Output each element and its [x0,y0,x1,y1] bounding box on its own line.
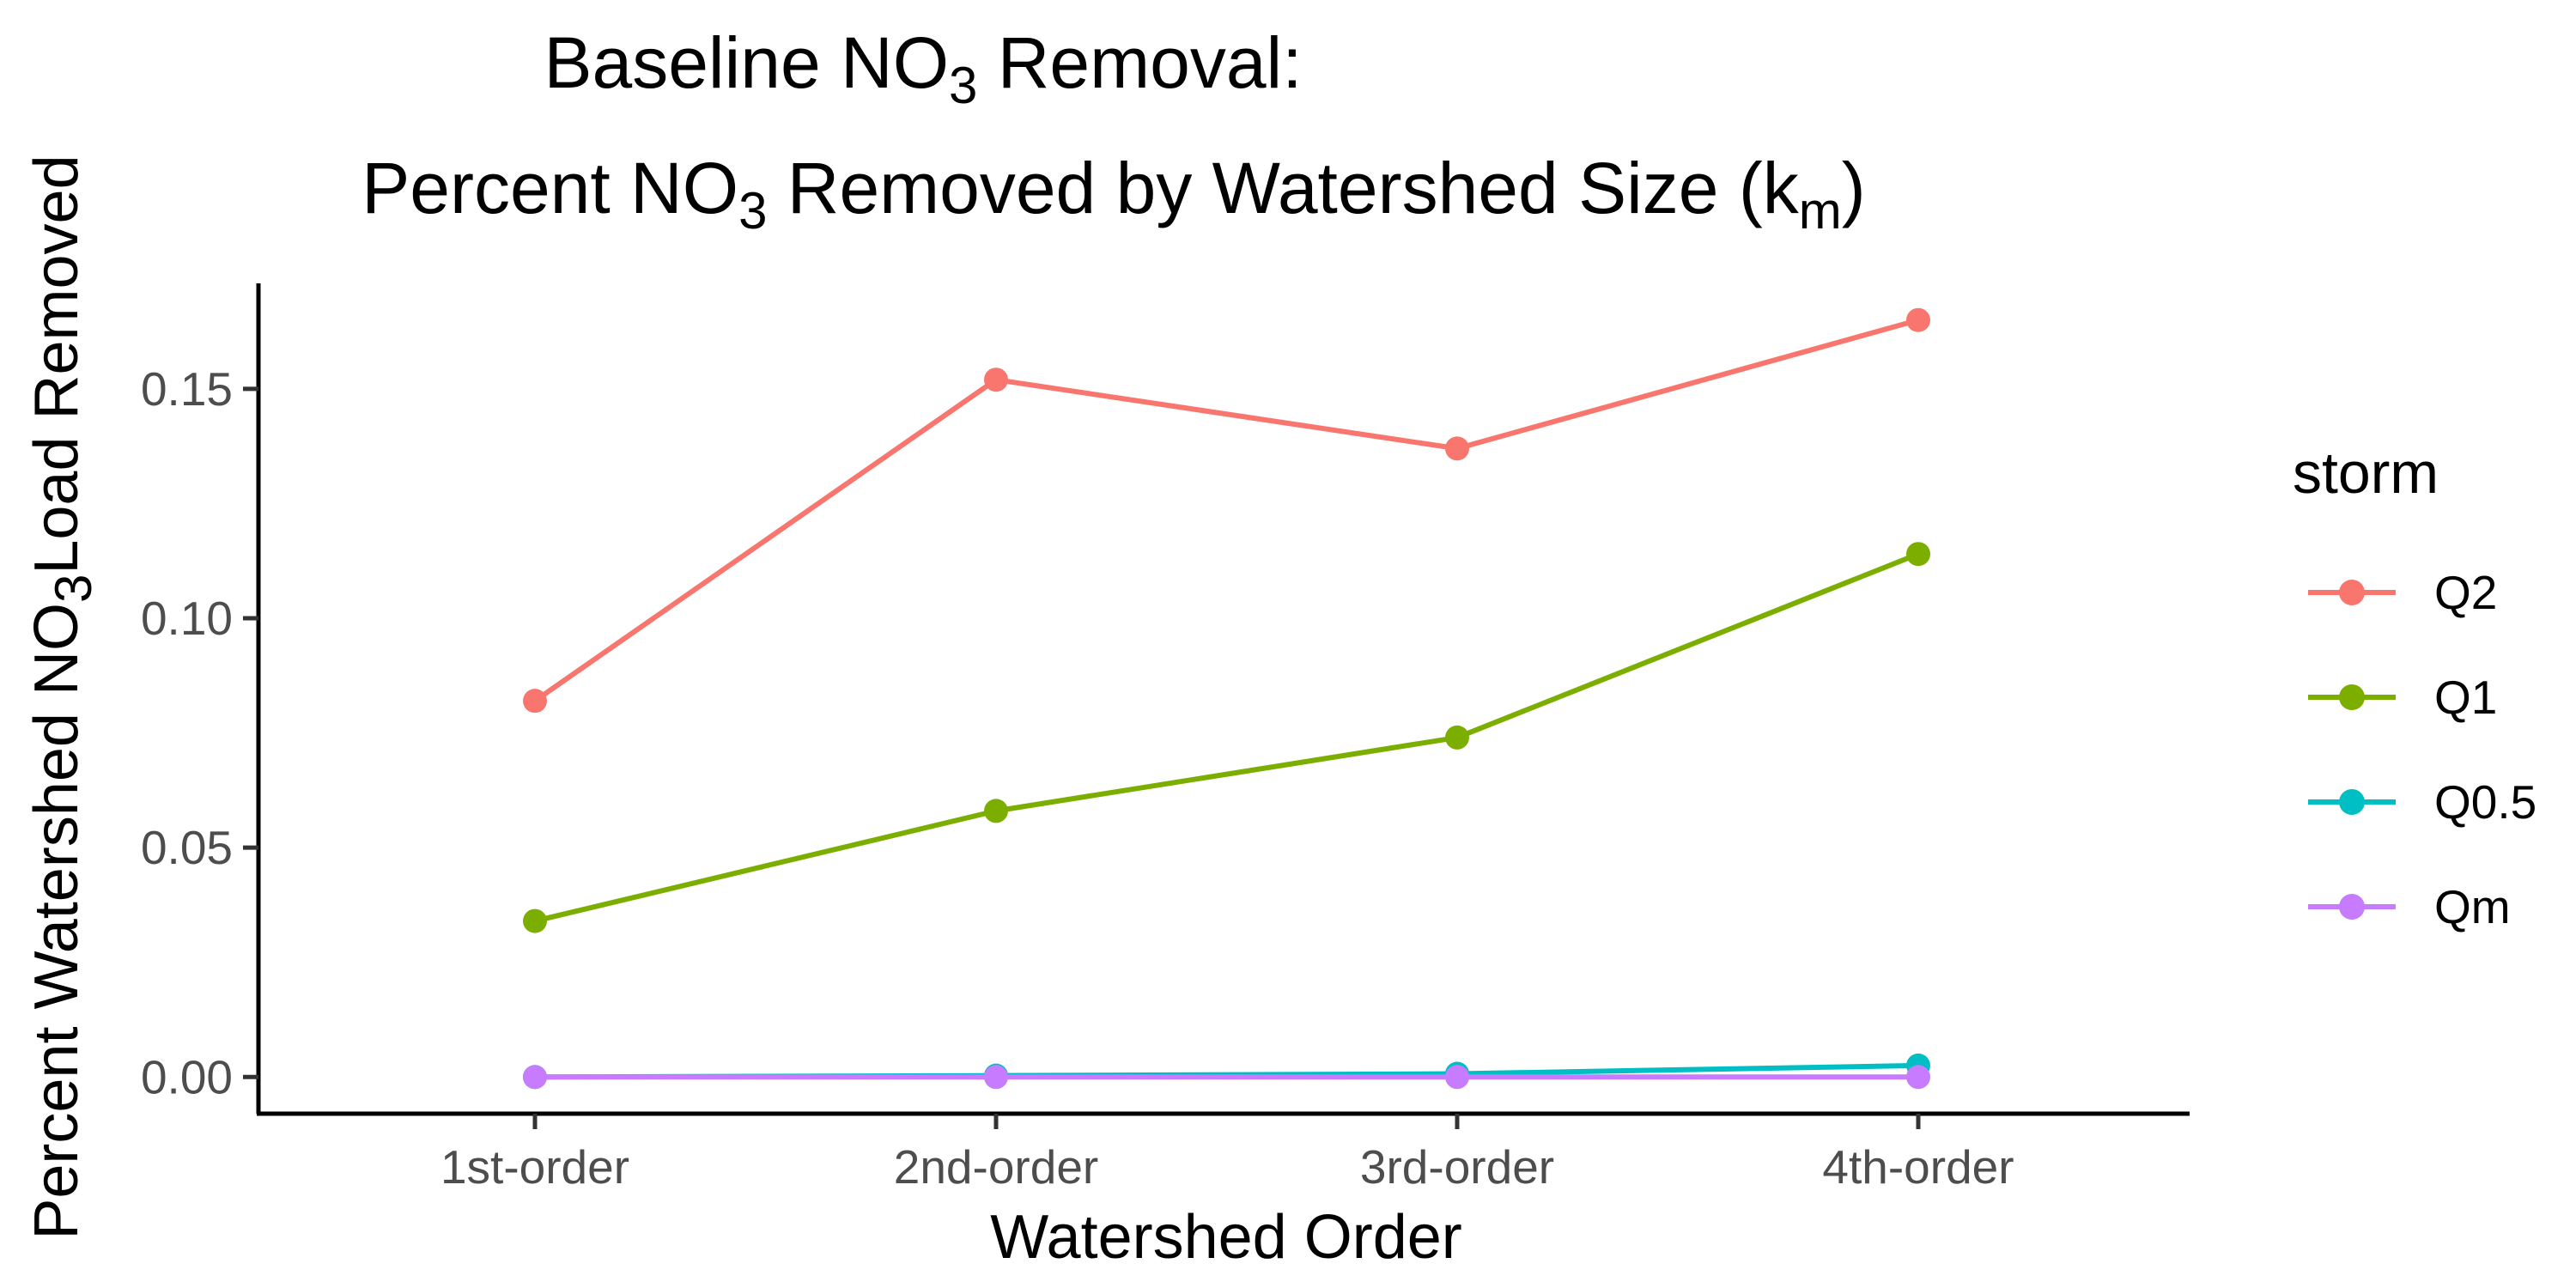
y-axis-ticks: 0.00 0.05 0.10 0.15 [141,362,258,1103]
y-tick-label: 0.10 [141,592,233,645]
data-point [1445,1065,1469,1090]
legend-key-point [2339,789,2365,815]
y-tick-label: 0.05 [141,821,233,874]
legend-key-point [2339,580,2365,605]
legend-key-point [2339,684,2365,710]
series-layer [523,307,1930,1090]
y-tick-label: 0.00 [141,1050,233,1103]
x-axis-ticks: 1st-order 2nd-order 3rd-order 4th-order [440,1114,2014,1194]
legend-item: Qm [2308,880,2511,933]
data-point [984,1065,1008,1090]
legend-item: Q0.5 [2308,775,2537,829]
series-q1 [523,542,1930,933]
data-point [984,368,1008,392]
chart-title-line-2: Percent NO3 Removed by Watershed Size (k… [361,148,1866,240]
x-tick-label: 1st-order [440,1140,629,1194]
y-axis-title: Percent Watershed NO3Load Removed [22,155,102,1239]
y-tick-label: 0.15 [141,362,233,416]
legend-item: Q2 [2308,566,2497,619]
data-point [1906,1065,1930,1090]
legend-title: storm [2293,440,2439,506]
legend-label: Qm [2434,880,2511,933]
data-point [1906,307,1930,332]
x-tick-label: 2nd-order [894,1140,1098,1194]
series-line [533,317,1919,703]
data-point [1445,725,1469,750]
series-q2 [523,307,1930,714]
x-tick-label: 4th-order [1822,1140,2014,1194]
data-point [984,799,1008,823]
legend-key-point [2339,894,2365,920]
data-point [523,908,547,933]
legend-label: Q1 [2434,671,2497,724]
legend: storm Q2 Q1 Q0.5 Qm [2293,440,2537,933]
legend-item: Q1 [2308,671,2497,724]
x-axis-title: Watershed Order [990,1203,1462,1272]
series-qm [523,1065,1930,1090]
series-q0-5 [523,1053,1930,1090]
data-point [1445,436,1469,461]
legend-label: Q2 [2434,566,2497,619]
legend-label: Q0.5 [2434,775,2537,829]
data-point [1906,542,1930,567]
data-point [523,689,547,714]
x-tick-label: 3rd-order [1360,1140,1554,1194]
chart-title-line-1: Baseline NO3 Removal: [544,22,1302,114]
series-line [534,551,1920,924]
data-point [523,1065,547,1090]
